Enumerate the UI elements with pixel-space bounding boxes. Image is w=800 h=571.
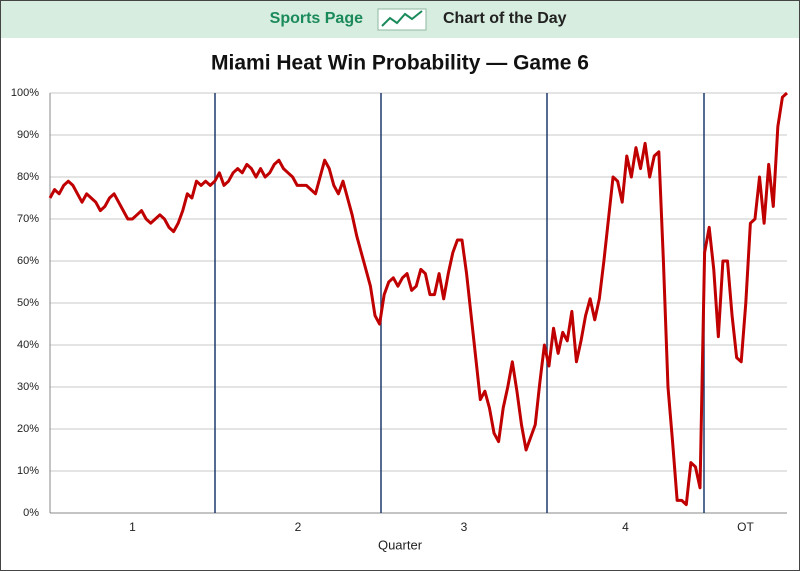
x-tick-label: 2 [295, 520, 302, 534]
x-tick-label: OT [737, 520, 754, 534]
x-tick-label: 4 [622, 520, 629, 534]
y-tick-label: 90% [17, 129, 39, 141]
y-tick-label: 40% [17, 339, 39, 351]
y-tick-label: 50% [17, 297, 39, 309]
y-tick-label: 10% [17, 465, 39, 477]
y-tick-label: 20% [17, 423, 39, 435]
x-tick-label: 3 [461, 520, 468, 534]
y-tick-label: 100% [11, 87, 39, 99]
header-icon [377, 8, 427, 31]
y-tick-label: 0% [23, 507, 39, 519]
y-tick-label: 80% [17, 171, 39, 183]
y-tick-label: 30% [17, 381, 39, 393]
y-tick-label: 70% [17, 213, 39, 225]
y-tick-label: 60% [17, 255, 39, 267]
win-probability-line [48, 91, 789, 507]
header-left: Sports Page [270, 10, 363, 27]
header-right: Chart of the Day [443, 10, 567, 27]
chart-title: Miami Heat Win Probability — Game 6 [211, 52, 589, 75]
x-axis-title: Quarter [378, 537, 423, 552]
x-tick-label: 1 [129, 520, 136, 534]
